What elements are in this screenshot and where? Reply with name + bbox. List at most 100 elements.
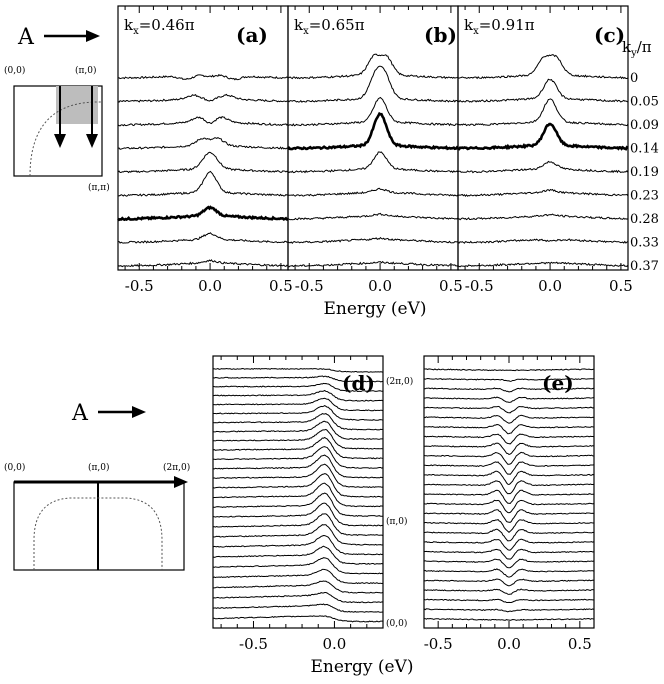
panel-e-curve-2 <box>423 598 595 603</box>
inset-top-corner-pipi: (π,π) <box>88 182 110 193</box>
arrow-label-a-top: A <box>17 25 35 50</box>
panel-e-curve-26 <box>423 368 595 372</box>
panel-b-tick-label: -0.5 <box>295 277 324 295</box>
panel-b-tick-label: 0.5 <box>439 277 463 295</box>
panel-d-curve-1 <box>212 603 384 613</box>
panel-d-tick-label: 0.0 <box>322 635 346 653</box>
panel-e-curve-25 <box>423 377 595 382</box>
panel-a-tick-label: 0.5 <box>269 277 293 295</box>
panel-d-curve-6 <box>212 545 384 565</box>
panel-e-curve-6 <box>423 558 595 569</box>
panel-a-tick-label: 0.0 <box>198 277 222 295</box>
bottom-x-axis-label: Energy (eV) <box>310 657 413 677</box>
top-x-axis-label: Energy (eV) <box>323 299 426 319</box>
panel-d-curve-19 <box>212 420 383 441</box>
panel-e-curve-9 <box>423 528 595 542</box>
panel-a-curve-ky-0.09 <box>117 115 289 127</box>
bottom-axis-ticks: -0.5 0.0 -0.5 0.0 0.5 <box>220 356 595 653</box>
panel-d-curve-17 <box>212 436 384 460</box>
ky-header: ky/π <box>622 38 652 59</box>
panel-e-letter: (e) <box>542 371 574 395</box>
panel-b-letter: (b) <box>424 23 457 47</box>
top-panels: (a) (b) (c) kx=0.46π kx=0.65π kx=0.91π k… <box>117 5 659 319</box>
panel-c-tick-label: -0.5 <box>465 277 494 295</box>
panel-d-curve-8 <box>212 524 384 546</box>
panel-d-curve-12 <box>212 482 384 508</box>
inset-bottom-corner-2pi0: (2π,0) <box>163 462 190 473</box>
panel-b-curve-ky-0.23 <box>288 187 459 197</box>
panel-d-curve-23 <box>212 389 384 402</box>
panel-b-kx-label: kx=0.65π <box>294 16 365 37</box>
panel-b-curve-ky-0.33 <box>287 236 459 244</box>
panel-e-tick-label: -0.5 <box>424 635 453 653</box>
panel-d-curve-7 <box>212 534 384 556</box>
panel-e-tick-label: 0.0 <box>497 635 521 653</box>
polarization-arrow-top: A <box>17 25 100 50</box>
panel-e-curve-20 <box>423 423 595 435</box>
panel-c-curve-ky-0.28 <box>457 213 629 221</box>
panel-c-curve-ky-0.37 <box>457 261 629 268</box>
panel-a-curve-ky-0.14 <box>117 137 289 150</box>
ky-label-0.23: 0.23 <box>630 189 659 204</box>
ky-label-0.05: 0.05 <box>630 95 659 110</box>
panel-e-curve-18 <box>423 442 595 456</box>
panel-c-tick-label: 0.5 <box>609 277 633 295</box>
bottom-curves <box>212 367 595 623</box>
panel-b-curve-ky-0 <box>287 53 459 80</box>
panel-b-curve-ky-0.14 <box>286 111 460 151</box>
panel-d-curve-15 <box>212 454 384 479</box>
panel-b-curve-ky-0.19 <box>287 151 459 174</box>
panel-a-letter: (a) <box>236 23 268 47</box>
panel-e-curve-14 <box>424 480 595 495</box>
panel-b-curve-ky-0.09 <box>287 96 459 127</box>
panel-e-curve-21 <box>423 414 595 424</box>
panel-e-label-2pi0: (2π,0) <box>386 376 413 387</box>
panel-a-curve-ky-0.37 <box>117 259 289 268</box>
ky-label-0: 0 <box>630 71 638 86</box>
panel-e-curve-22 <box>423 405 595 414</box>
panel-c-curve-ky-0.23 <box>457 188 629 198</box>
panel-c-letter: (c) <box>594 23 625 47</box>
panel-a-curve-ky-0.05 <box>117 93 289 103</box>
top-axis-ticks: -0.5 0.0 0.5 -0.5 0.0 0.5 -0.5 0.0 0.5 <box>124 6 633 295</box>
panel-a-curve-ky-0.23 <box>118 170 289 197</box>
panel-e-curve-11 <box>424 509 595 523</box>
inset-bottom-corner-pi0: (π,0) <box>88 462 110 473</box>
ky-label-0.33: 0.33 <box>630 236 659 251</box>
panel-d-curve-0 <box>212 615 383 623</box>
bottom-panels: (d) (e) (2π,0) (π,0) (0,0) -0.5 0.0 -0.5 0.… <box>212 355 595 677</box>
panel-c-curve-ky-0.09 <box>457 98 629 127</box>
inset-top-fermi-surface <box>29 101 103 177</box>
panel-d-curve-18 <box>212 428 384 450</box>
inset-top-cut-arrowhead-2 <box>86 134 98 148</box>
panel-d-curve-16 <box>212 446 384 469</box>
panel-c-frame <box>457 5 629 271</box>
panel-d-curve-3 <box>212 580 384 594</box>
inset-bottom-fermi-surface <box>33 497 163 570</box>
panel-a-curve-ky-0.33 <box>117 232 289 244</box>
panel-c-curve-ky-0.05 <box>457 78 629 103</box>
panel-d-curve-5 <box>212 557 384 575</box>
ky-label-0.09: 0.09 <box>630 118 659 133</box>
arrow-label-a-bottom: A <box>71 401 89 426</box>
panel-d-tick-label: -0.5 <box>239 635 268 653</box>
panel-e-curve-16 <box>423 461 595 475</box>
panel-c-curve-ky-0.33 <box>457 238 629 244</box>
inset-top-cut-arrowhead-1 <box>54 134 66 148</box>
panel-e-curve-17 <box>423 451 595 465</box>
inset-brillouin-zone-top: (0,0) (π,0) (π,π) <box>4 65 110 193</box>
panel-d-curve-2 <box>212 592 384 604</box>
panel-d-curve-9 <box>212 513 384 537</box>
panel-e-curve-4 <box>423 578 595 587</box>
panel-d-curve-20 <box>212 413 384 431</box>
panel-d-curve-13 <box>212 473 384 498</box>
inset-top-corner-00: (0,0) <box>4 65 25 76</box>
inset-bottom-corner-00: (0,0) <box>4 462 25 473</box>
panel-d-curve-14 <box>212 463 384 489</box>
panel-e-curve-3 <box>423 588 595 595</box>
inset-brillouin-zone-bottom: (0,0) (π,0) (2π,0) <box>4 462 190 571</box>
panel-c-kx-label: kx=0.91π <box>464 16 535 37</box>
panel-e-curve-23 <box>423 396 595 403</box>
panel-d-curve-11 <box>212 492 383 517</box>
panel-b-curve-ky-0.05 <box>287 65 459 103</box>
